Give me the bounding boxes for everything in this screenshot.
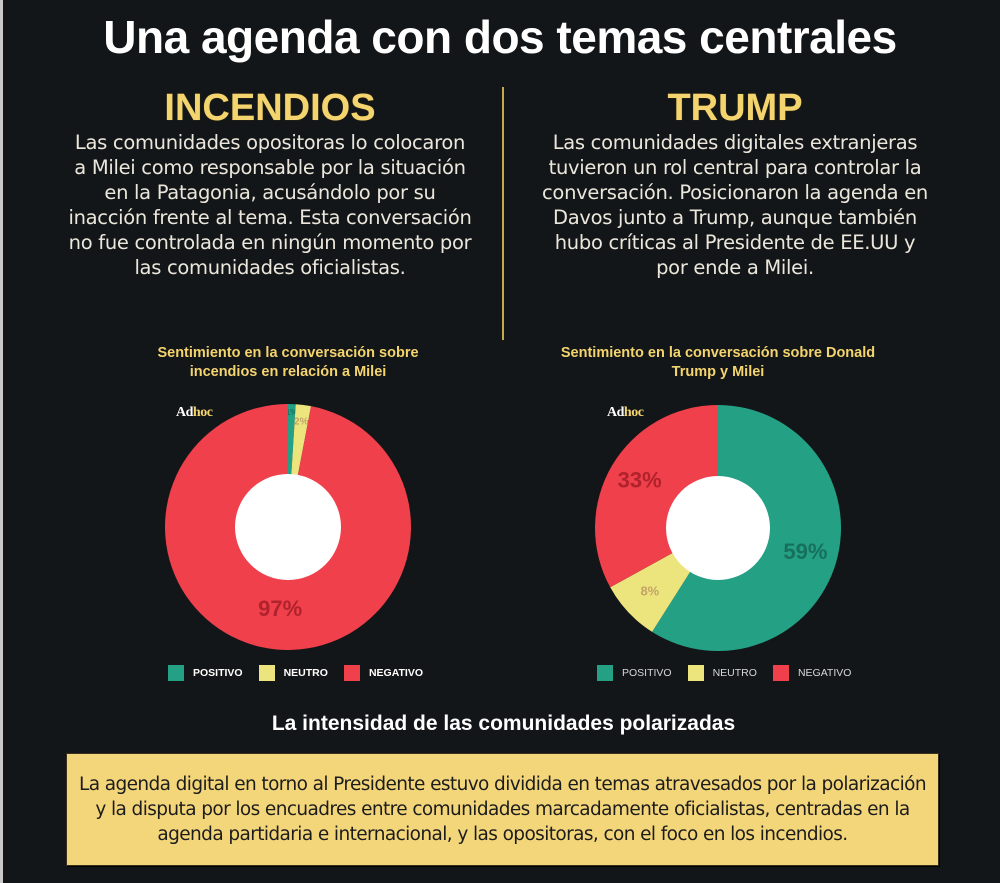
- chart-legend: POSITIVO NEUTRO NEGATIVO: [597, 665, 867, 681]
- section-trump: TRUMP Las comunidades digitales extranje…: [510, 86, 960, 280]
- legend-label: POSITIVO: [193, 667, 243, 679]
- summary-box: La agenda digital en torno al Presidente…: [66, 753, 939, 866]
- donut-hole: [235, 474, 341, 580]
- legend-item-neutro: NEUTRO: [258, 665, 328, 681]
- legend-item-neutro: NEUTRO: [687, 665, 757, 681]
- legend-item-negativo: NEGATIVO: [343, 665, 423, 681]
- page-edge: [0, 0, 3, 883]
- slice-label-neutro: 2%: [294, 417, 309, 428]
- section-heading: INCENDIOS: [164, 87, 376, 129]
- slice-label-negativo: 33%: [618, 467, 662, 492]
- slice-label-negativo: 97%: [258, 596, 302, 621]
- slice-label-positivo: 59%: [783, 539, 827, 564]
- section-heading: TRUMP: [667, 87, 803, 129]
- slice-negativo: [164, 404, 411, 651]
- slice-label-positivo: 1%: [286, 408, 298, 417]
- slice-neutro: [610, 528, 718, 632]
- adhoc-logo: Adhoc: [607, 405, 644, 421]
- legend-label: NEUTRO: [283, 667, 328, 679]
- donut-hole: [666, 476, 770, 580]
- slice-negativo: [595, 404, 718, 588]
- column-divider: [502, 87, 504, 340]
- legend-swatch: [597, 665, 613, 681]
- legend-item-positivo: POSITIVO: [168, 665, 243, 681]
- section-subtitle: La intensidad de las comunidades polariz…: [271, 712, 736, 735]
- slice-label-neutro: 8%: [640, 583, 659, 598]
- chart-incendios-title-block: Sentimiento en la conversación sobre inc…: [78, 344, 498, 382]
- logo-hoc: hoc: [192, 405, 213, 420]
- legend-item-positivo: POSITIVO: [597, 665, 672, 681]
- legend-label: POSITIVO: [622, 667, 672, 679]
- chart-title: Sentimiento en la conversación sobre inc…: [157, 345, 419, 380]
- chart-title: Sentimiento en la conversación sobre Don…: [560, 345, 876, 380]
- logo-ad: Ad: [607, 405, 624, 420]
- page-title: Una agenda con dos temas centrales: [103, 11, 897, 63]
- legend-swatch: [343, 665, 360, 681]
- logo-hoc: hoc: [623, 405, 644, 420]
- legend-swatch: [687, 665, 704, 681]
- slice-positivo: [288, 404, 296, 527]
- legend-swatch: [772, 665, 789, 681]
- slice-positivo: [652, 405, 841, 651]
- chart-trump-title-block: Sentimiento en la conversación sobre Don…: [508, 344, 928, 382]
- legend-label: NEUTRO: [712, 667, 757, 679]
- section-incendios: INCENDIOS Las comunidades opositoras lo …: [45, 86, 495, 280]
- chart-legend: POSITIVO NEUTRO NEGATIVO: [168, 665, 439, 681]
- legend-swatch: [258, 665, 275, 681]
- section-text: Las comunidades digitales extranjeras tu…: [542, 131, 928, 279]
- adhoc-logo: Adhoc: [176, 405, 213, 421]
- legend-item-negativo: NEGATIVO: [772, 665, 852, 681]
- summary-text: La agenda digital en torno al Presidente…: [78, 774, 927, 845]
- legend-swatch: [168, 665, 184, 681]
- section-text: Las comunidades opositoras lo colocaron …: [68, 131, 472, 279]
- legend-label: NEGATIVO: [797, 667, 852, 679]
- slice-neutro: [288, 404, 312, 527]
- legend-label: NEGATIVO: [368, 667, 423, 679]
- logo-ad: Ad: [176, 405, 193, 420]
